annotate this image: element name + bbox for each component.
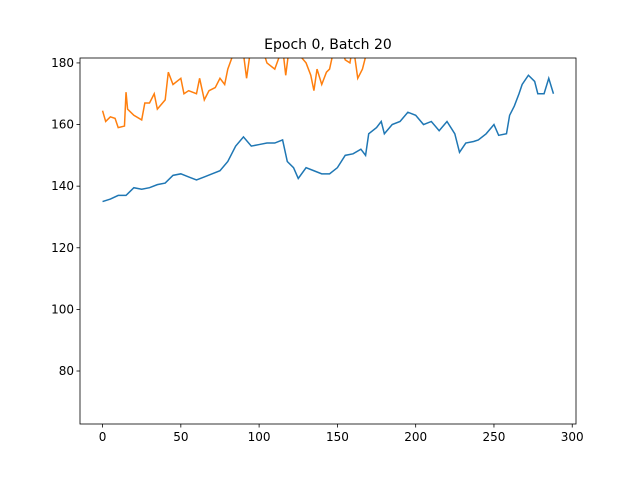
axes-frame: [79, 57, 577, 425]
y-tick-label: 160: [51, 118, 74, 132]
x-tick-label: 250: [483, 430, 506, 444]
chart-title: Epoch 0, Batch 20: [264, 37, 392, 53]
y-tick-label: 80: [59, 364, 74, 378]
x-tick-label: 150: [326, 430, 349, 444]
plot-area: [101, 58, 555, 203]
y-tick-label: 120: [51, 241, 74, 255]
series-line: [101, 58, 367, 129]
y-tick-label: 140: [51, 179, 74, 193]
x-tick-label: 0: [99, 430, 107, 444]
x-tick-label: 300: [561, 430, 584, 444]
y-tick-label: 100: [51, 302, 74, 316]
x-tick-label: 100: [248, 430, 271, 444]
y-tick-label: 180: [51, 56, 74, 70]
series-line: [102, 74, 555, 203]
x-tick-label: 200: [404, 430, 427, 444]
x-tick-label: 50: [173, 430, 188, 444]
